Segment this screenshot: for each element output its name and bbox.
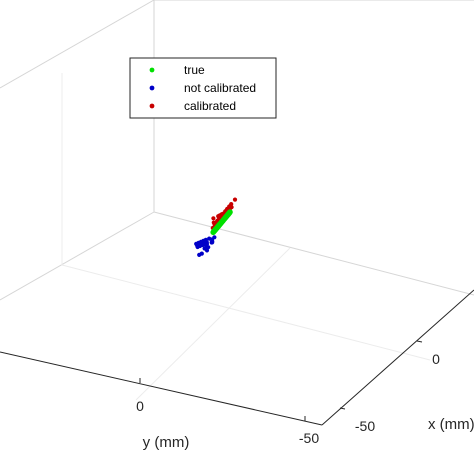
x-axis-label: x (mm)	[428, 416, 474, 433]
legend: true not calibrated calibrated	[129, 57, 277, 119]
grid-line-floor-y	[135, 247, 291, 401]
point-calibrated	[232, 197, 238, 202]
legend-marker-not-calibrated	[149, 85, 155, 91]
legend-marker-true	[149, 67, 155, 73]
y-axis-line	[0, 351, 323, 426]
y-axis-label: y (mm)	[143, 434, 190, 451]
point-not-calibrated	[207, 236, 212, 241]
x-axis-line	[321, 289, 474, 426]
grid-line-floor-x	[61, 264, 431, 361]
y-tick-label: 0	[136, 398, 144, 414]
point-not-calibrated	[196, 241, 201, 246]
point-not-calibrated	[210, 239, 215, 244]
x-tick-label: -50	[355, 418, 375, 434]
point-calibrated	[229, 202, 234, 207]
point-calibrated	[211, 220, 216, 225]
legend-label-not-calibrated: not calibrated	[184, 81, 256, 95]
x-tick-mark	[339, 407, 346, 410]
floor-back-right-edge	[153, 211, 474, 296]
back-panel-edges	[0, 0, 474, 89]
data-points	[194, 197, 238, 257]
x-tick-mark	[416, 340, 423, 343]
point-true	[227, 209, 233, 215]
floor-back-left-edge	[0, 211, 155, 301]
axes-box	[0, 0, 474, 426]
point-calibrated	[219, 212, 224, 217]
legend-label-calibrated: calibrated	[184, 99, 236, 113]
legend-marker-calibrated	[149, 103, 155, 109]
x-tick-label: 0	[432, 351, 440, 367]
y-tick-label: -50	[299, 430, 319, 446]
point-not-calibrated	[199, 251, 204, 256]
point-calibrated	[229, 205, 234, 210]
point-not-calibrated	[204, 248, 210, 253]
point-calibrated	[211, 216, 216, 221]
legend-label-true: true	[184, 63, 205, 77]
